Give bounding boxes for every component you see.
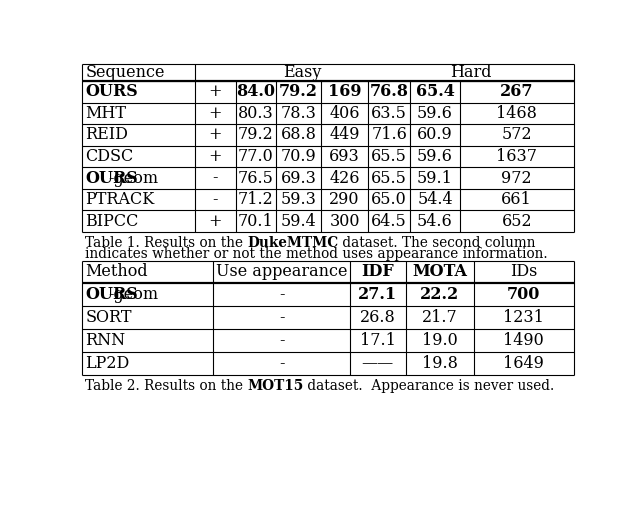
Text: 19.8: 19.8	[422, 355, 458, 372]
Text: -: -	[212, 191, 218, 208]
Text: 70.9: 70.9	[281, 148, 316, 165]
Text: MHT: MHT	[85, 105, 127, 122]
Text: 169: 169	[328, 83, 362, 100]
Text: 661: 661	[501, 191, 532, 208]
Text: +: +	[209, 127, 222, 143]
Text: -geom: -geom	[109, 169, 159, 187]
Text: 1637: 1637	[496, 148, 537, 165]
Text: 59.1: 59.1	[417, 169, 453, 187]
Text: LP2D: LP2D	[85, 355, 130, 372]
Text: 1649: 1649	[503, 355, 544, 372]
Text: 80.3: 80.3	[238, 105, 274, 122]
Text: Sequence: Sequence	[85, 64, 165, 81]
Text: 59.6: 59.6	[417, 105, 453, 122]
Text: 54.4: 54.4	[417, 191, 452, 208]
Text: 71.6: 71.6	[371, 127, 407, 143]
Text: Table 2. Results on the: Table 2. Results on the	[84, 379, 247, 393]
Text: 65.0: 65.0	[371, 191, 407, 208]
Text: 17.1: 17.1	[360, 332, 396, 349]
Text: REID: REID	[85, 127, 128, 143]
Text: 68.8: 68.8	[280, 127, 317, 143]
Text: 76.5: 76.5	[238, 169, 274, 187]
Text: 59.6: 59.6	[417, 148, 453, 165]
Text: 60.9: 60.9	[417, 127, 453, 143]
Text: 426: 426	[330, 169, 360, 187]
Text: 267: 267	[500, 83, 534, 100]
Text: 406: 406	[330, 105, 360, 122]
Text: 27.1: 27.1	[358, 286, 397, 303]
Text: indicates whether or not the method uses appearance information.: indicates whether or not the method uses…	[84, 246, 547, 260]
Text: +: +	[209, 213, 222, 230]
Text: 21.7: 21.7	[422, 309, 458, 326]
Text: 79.2: 79.2	[279, 83, 318, 100]
Text: CDSC: CDSC	[85, 148, 134, 165]
Text: 70.1: 70.1	[238, 213, 274, 230]
Text: +: +	[209, 105, 222, 122]
Text: 79.2: 79.2	[238, 127, 274, 143]
Text: OURS: OURS	[85, 286, 138, 303]
Text: +: +	[209, 148, 222, 165]
Text: 78.3: 78.3	[280, 105, 317, 122]
Text: SORT: SORT	[85, 309, 132, 326]
Text: dataset. The second column: dataset. The second column	[338, 236, 536, 250]
Text: 19.0: 19.0	[422, 332, 458, 349]
Text: OURS: OURS	[85, 83, 138, 100]
Text: DukeMTMC: DukeMTMC	[247, 236, 338, 250]
Text: 69.3: 69.3	[280, 169, 317, 187]
Text: -: -	[279, 286, 284, 303]
Text: Table 1. Results on the: Table 1. Results on the	[84, 236, 247, 250]
Text: Easy: Easy	[283, 64, 321, 81]
Text: 71.2: 71.2	[238, 191, 274, 208]
Text: 572: 572	[501, 127, 532, 143]
Text: dataset.  Appearance is never used.: dataset. Appearance is never used.	[303, 379, 554, 393]
Text: OURS: OURS	[85, 169, 138, 187]
Text: 84.0: 84.0	[236, 83, 275, 100]
Text: 77.0: 77.0	[238, 148, 274, 165]
Text: 693: 693	[330, 148, 360, 165]
Text: 76.8: 76.8	[370, 83, 409, 100]
Text: 26.8: 26.8	[360, 309, 396, 326]
Text: 449: 449	[330, 127, 360, 143]
Text: 65.5: 65.5	[371, 169, 407, 187]
Text: -geom: -geom	[109, 286, 159, 303]
Text: PTRACK: PTRACK	[85, 191, 155, 208]
Text: 300: 300	[330, 213, 360, 230]
Text: 59.3: 59.3	[280, 191, 317, 208]
Text: ——: ——	[362, 355, 394, 372]
Text: Use appearance: Use appearance	[216, 264, 348, 280]
Text: MOTA: MOTA	[412, 264, 467, 280]
Text: 63.5: 63.5	[371, 105, 407, 122]
Text: -: -	[279, 355, 284, 372]
Text: 290: 290	[330, 191, 360, 208]
Text: 1490: 1490	[503, 332, 544, 349]
Text: 64.5: 64.5	[371, 213, 407, 230]
Text: RNN: RNN	[85, 332, 125, 349]
Text: -: -	[212, 169, 218, 187]
Text: IDs: IDs	[510, 264, 538, 280]
Text: 65.4: 65.4	[415, 83, 454, 100]
Text: -: -	[279, 309, 284, 326]
Text: 652: 652	[501, 213, 532, 230]
Text: 700: 700	[507, 286, 540, 303]
Text: 54.6: 54.6	[417, 213, 453, 230]
Text: Method: Method	[85, 264, 148, 280]
Text: +: +	[209, 83, 222, 100]
Text: 65.5: 65.5	[371, 148, 407, 165]
Text: 1231: 1231	[503, 309, 544, 326]
Text: MOT15: MOT15	[247, 379, 303, 393]
Text: 972: 972	[501, 169, 532, 187]
Text: 1468: 1468	[496, 105, 537, 122]
Text: IDF: IDF	[361, 264, 394, 280]
Text: 22.2: 22.2	[420, 286, 460, 303]
Text: BIPCC: BIPCC	[85, 213, 139, 230]
Text: Hard: Hard	[450, 64, 492, 81]
Text: 59.4: 59.4	[281, 213, 316, 230]
Text: -: -	[279, 332, 284, 349]
